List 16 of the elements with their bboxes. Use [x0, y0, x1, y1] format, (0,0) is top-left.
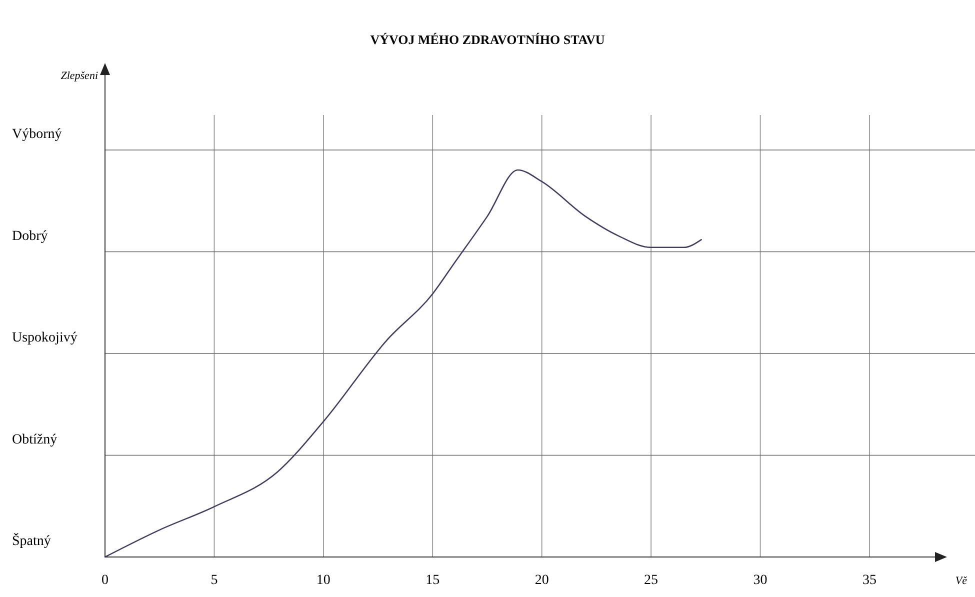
text: Zlepšeni [60, 70, 98, 82]
x-tick-label: 35 [862, 573, 876, 588]
text: Uspokojivý [12, 330, 78, 346]
x-tick-label: 0 [102, 573, 108, 588]
text: Obtížný [12, 432, 58, 448]
x-axis-title: Vě [955, 575, 968, 587]
x-tick-label: 25 [644, 573, 658, 588]
chart-title: VÝVOJ MÉHO ZDRAVOTNÍHO STAVU [370, 32, 606, 47]
x-tick-label: 15 [426, 573, 440, 588]
x-tick-label: 20 [534, 573, 549, 588]
text: Výborný [12, 127, 62, 142]
x-tick-label: 30 [753, 573, 768, 588]
x-tick-label: 10 [316, 573, 330, 588]
text: Špatný [12, 532, 51, 549]
text: Dobrý [12, 228, 48, 244]
x-tick-label: 5 [210, 573, 218, 588]
